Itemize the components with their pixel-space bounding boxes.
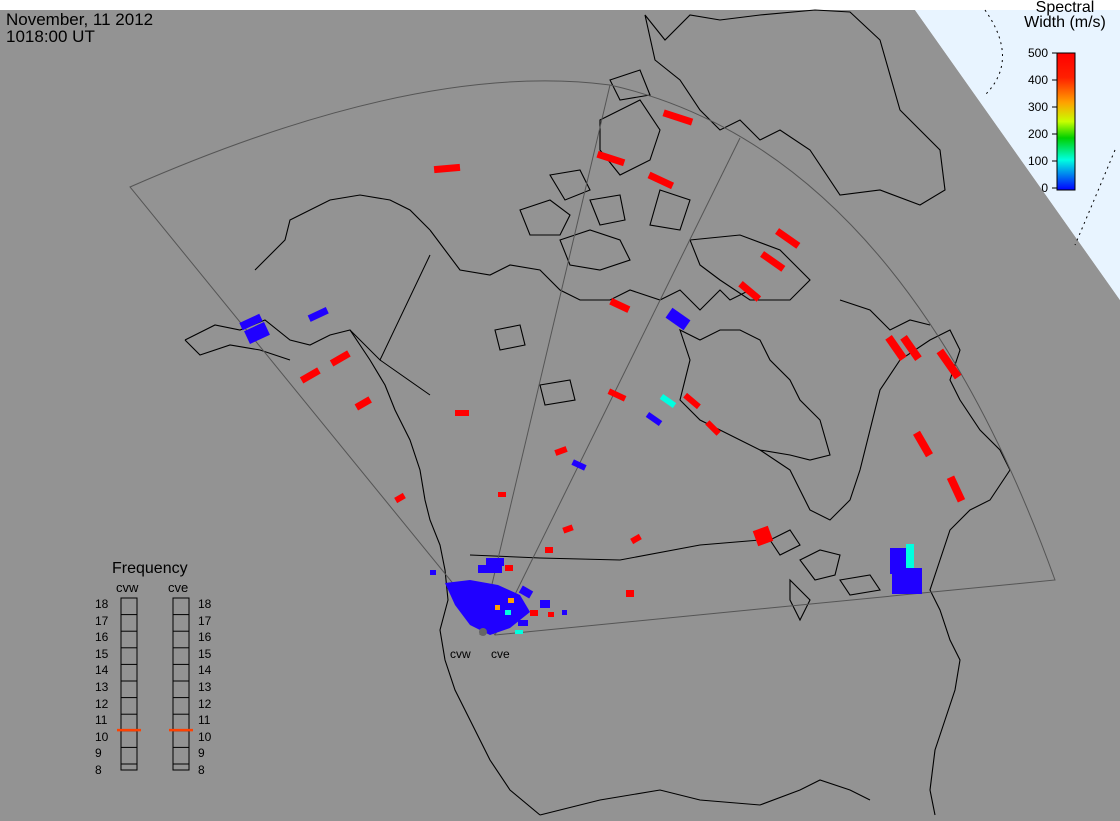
frequency-tick-label: 18 — [198, 597, 212, 611]
frequency-tick-label: 18 — [95, 597, 109, 611]
frequency-tick-label: 12 — [198, 696, 212, 711]
date-label: November, 11 2012 — [6, 10, 154, 29]
radar-label-east: cve — [491, 647, 510, 661]
frequency-tick-label: 8 — [95, 763, 102, 777]
radar-site — [479, 628, 487, 636]
frequency-tick-label: 11 — [198, 713, 211, 728]
frequency-tick-label: 9 — [198, 746, 205, 761]
frequency-tick-label: 15 — [95, 646, 109, 661]
frequency-tick-label: 16 — [95, 630, 109, 645]
frequency-tick-label: 14 — [95, 663, 109, 678]
frequency-tick-label: 17 — [95, 613, 109, 628]
legend-tick: 0 — [1041, 181, 1048, 195]
frequency-tick-label: 16 — [198, 630, 212, 645]
frequency-tick-label: 14 — [198, 663, 212, 678]
frequency-tick-label: 13 — [95, 680, 109, 694]
legend-title-line2: Width (m/s) — [1024, 14, 1106, 31]
time-label: 1018:00 UT — [6, 27, 95, 46]
frequency-tick-label: 9 — [95, 746, 102, 761]
scatter-blue — [239, 307, 922, 635]
polar-circle — [984, 9, 1003, 96]
legend-tick: 300 — [1027, 100, 1048, 114]
scatter-red — [299, 109, 966, 617]
frequency-tick-label: 17 — [198, 613, 212, 628]
frequency-radar-cvw: cvw — [116, 580, 139, 595]
scatter-orange — [495, 598, 514, 610]
frequency-tick-label: 10 — [198, 729, 212, 744]
frequency-title: Frequency — [112, 560, 188, 577]
frequency-tick-label: 12 — [95, 696, 109, 711]
map-background — [0, 10, 1120, 821]
polar-circle-outer — [1074, 149, 1116, 246]
frequency-tick-label: 11 — [95, 713, 108, 728]
colorbar-ticks — [1052, 52, 1057, 189]
frequency-tick-label: 15 — [198, 646, 212, 661]
legend-tick: 500 — [1027, 46, 1048, 60]
frequency-tick-label: 10 — [95, 729, 109, 744]
frequency-tick-label: 8 — [198, 763, 205, 777]
legend-tick: 100 — [1027, 154, 1048, 168]
frequency-radar-cve: cve — [168, 580, 189, 595]
coastlines — [184, 9, 1011, 816]
scatter-cyan — [505, 393, 914, 634]
radar-label-west: cvw — [450, 647, 471, 661]
legend-title-line1: Spectral — [1035, 0, 1095, 16]
frequency-tick-label: 13 — [198, 680, 212, 694]
legend-tick: 200 — [1027, 127, 1048, 141]
radar-fov — [129, 80, 1056, 636]
legend-tick: 400 — [1027, 73, 1048, 87]
colorbar — [1056, 52, 1076, 191]
